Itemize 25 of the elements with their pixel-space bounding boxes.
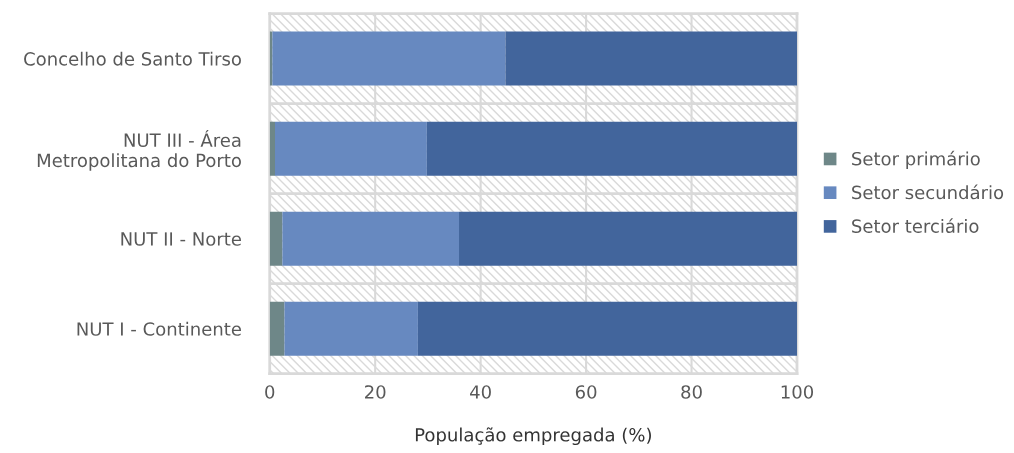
bar — [417, 301, 797, 356]
y-tick-label: NUT II - Norte — [121, 232, 241, 246]
bar — [426, 121, 797, 176]
x-tick-label: 20 — [365, 385, 386, 399]
bar — [282, 211, 460, 266]
x-axis-title: População empregada (%) — [415, 427, 651, 446]
x-tick-label: 60 — [575, 385, 597, 399]
y-tick-label: NUT I - Continente — [77, 321, 241, 336]
legend-label: Setor terciário — [852, 218, 979, 233]
bar — [459, 211, 797, 266]
x-tick-label: 80 — [681, 385, 702, 399]
bar — [269, 301, 285, 356]
x-tick-label: 40 — [470, 385, 491, 399]
bar — [284, 301, 418, 356]
bar — [275, 121, 427, 176]
bar — [505, 31, 797, 86]
bar — [269, 121, 275, 176]
x-tick-label: 0 — [265, 385, 275, 399]
y-tick-label: NUT III - Área Metropolitana do Porto — [37, 130, 241, 171]
bar — [272, 31, 506, 86]
legend-label: Setor secundário — [852, 184, 1004, 200]
x-tick-label: 100 — [781, 385, 814, 399]
bar — [269, 211, 283, 266]
y-tick-label: Concelho de Santo Tirso — [24, 51, 241, 66]
legend-label: Setor primário — [852, 150, 980, 170]
